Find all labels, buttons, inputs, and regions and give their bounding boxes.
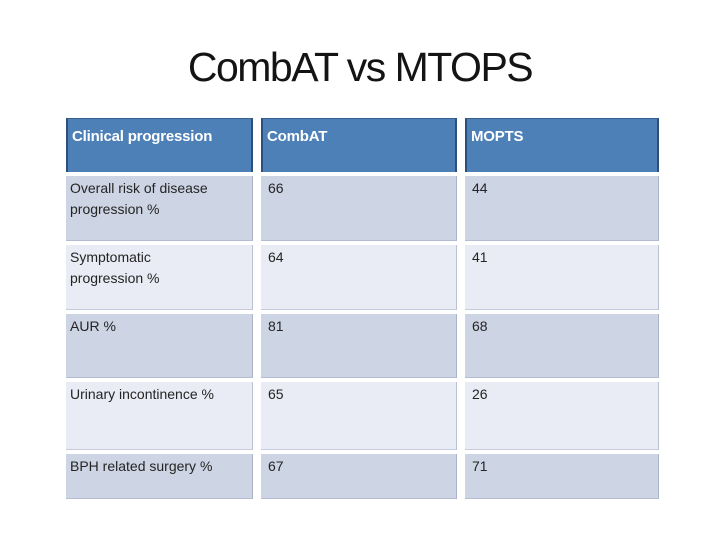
value-combat-overall-risk: 66 [261,176,457,241]
value-combat-symptomatic-progression: 64 [261,245,457,310]
col-header-clinical-progression: Clinical progression [66,118,253,172]
row-label-urinary-incontinence: Urinary incontinence % [66,382,253,450]
value-mtops-bph-surgery: 71 [465,454,659,499]
value-mtops-aur: 68 [465,314,659,378]
value-mtops-urinary-incontinence: 26 [465,382,659,450]
row-label-overall-risk: Overall risk of disease progression % [66,176,253,241]
slide-title: CombAT vs MTOPS [187,44,534,90]
value-combat-bph-surgery: 67 [261,454,457,499]
value-combat-urinary-incontinence: 65 [261,382,457,450]
col-header-combat: CombAT [261,118,457,172]
value-mtops-symptomatic-progression: 41 [465,245,659,310]
comparison-table: Clinical progression CombAT MOPTS Overal… [66,118,659,499]
value-mtops-overall-risk: 44 [465,176,659,241]
value-combat-aur: 81 [261,314,457,378]
row-label-aur: AUR % [66,314,253,378]
col-header-mtops: MOPTS [465,118,659,172]
row-label-symptomatic-progression: Symptomatic progression % [66,245,253,310]
row-label-bph-surgery: BPH related surgery % [66,454,253,499]
